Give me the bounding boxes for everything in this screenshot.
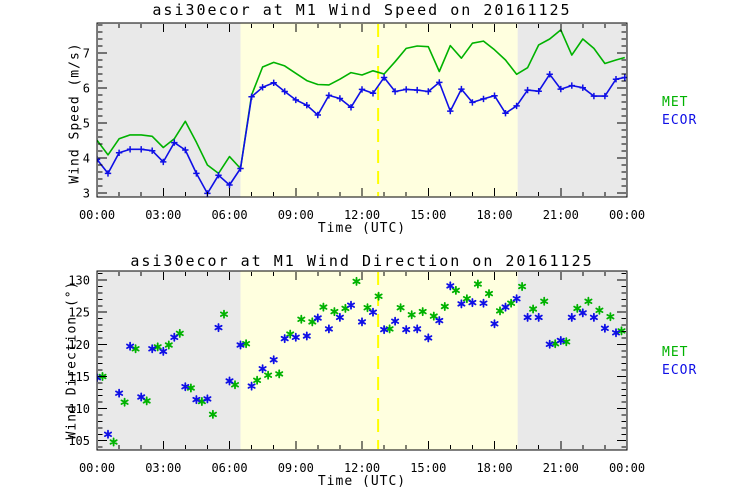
wind-speed-x-axis-label: Time (UTC) [317, 221, 407, 236]
svg-text:125: 125 [68, 306, 90, 320]
wind-speed-y-axis-label: Wind Speed (m/s) [67, 42, 83, 184]
svg-text:00:00: 00:00 [609, 208, 645, 222]
svg-text:03:00: 03:00 [145, 208, 181, 222]
svg-text:00:00: 00:00 [609, 461, 645, 475]
wind-direction-chart-title: asi30ecor at M1 Wind Direction on 201611… [130, 252, 594, 270]
wind-direction-y-axis-label: Wind Direction (°) [64, 280, 80, 440]
svg-text:15:00: 15:00 [410, 208, 446, 222]
svg-text:3: 3 [83, 187, 90, 201]
svg-text:06:00: 06:00 [211, 461, 247, 475]
svg-text:00:00: 00:00 [79, 461, 115, 475]
svg-text:12:00: 12:00 [344, 208, 380, 222]
svg-text:18:00: 18:00 [476, 461, 512, 475]
svg-text:5: 5 [83, 117, 90, 131]
wind-direction-x-axis-label: Time (UTC) [317, 474, 407, 489]
legend-met-label-bottom: MET [662, 345, 689, 360]
legend-met-label-top: MET [662, 95, 689, 110]
svg-text:12:00: 12:00 [344, 461, 380, 475]
legend-ecor-label-bottom: ECOR [662, 363, 698, 378]
svg-text:15:00: 15:00 [410, 461, 446, 475]
svg-text:105: 105 [68, 434, 90, 448]
svg-text:18:00: 18:00 [476, 208, 512, 222]
svg-text:06:00: 06:00 [211, 208, 247, 222]
svg-text:6: 6 [83, 82, 90, 96]
legend-ecor-label-top: ECOR [662, 113, 698, 128]
wind-speed-chart-title: asi30ecor at M1 Wind Speed on 20161125 [152, 1, 572, 19]
svg-text:00:00: 00:00 [79, 208, 115, 222]
svg-text:110: 110 [68, 402, 90, 416]
svg-text:09:00: 09:00 [278, 208, 314, 222]
svg-text:21:00: 21:00 [543, 208, 579, 222]
svg-text:115: 115 [68, 370, 90, 384]
svg-text:120: 120 [68, 338, 90, 352]
svg-text:21:00: 21:00 [543, 461, 579, 475]
svg-text:09:00: 09:00 [278, 461, 314, 475]
svg-text:03:00: 03:00 [145, 461, 181, 475]
svg-text:4: 4 [83, 152, 90, 166]
svg-text:130: 130 [68, 274, 90, 288]
svg-text:7: 7 [83, 46, 90, 60]
